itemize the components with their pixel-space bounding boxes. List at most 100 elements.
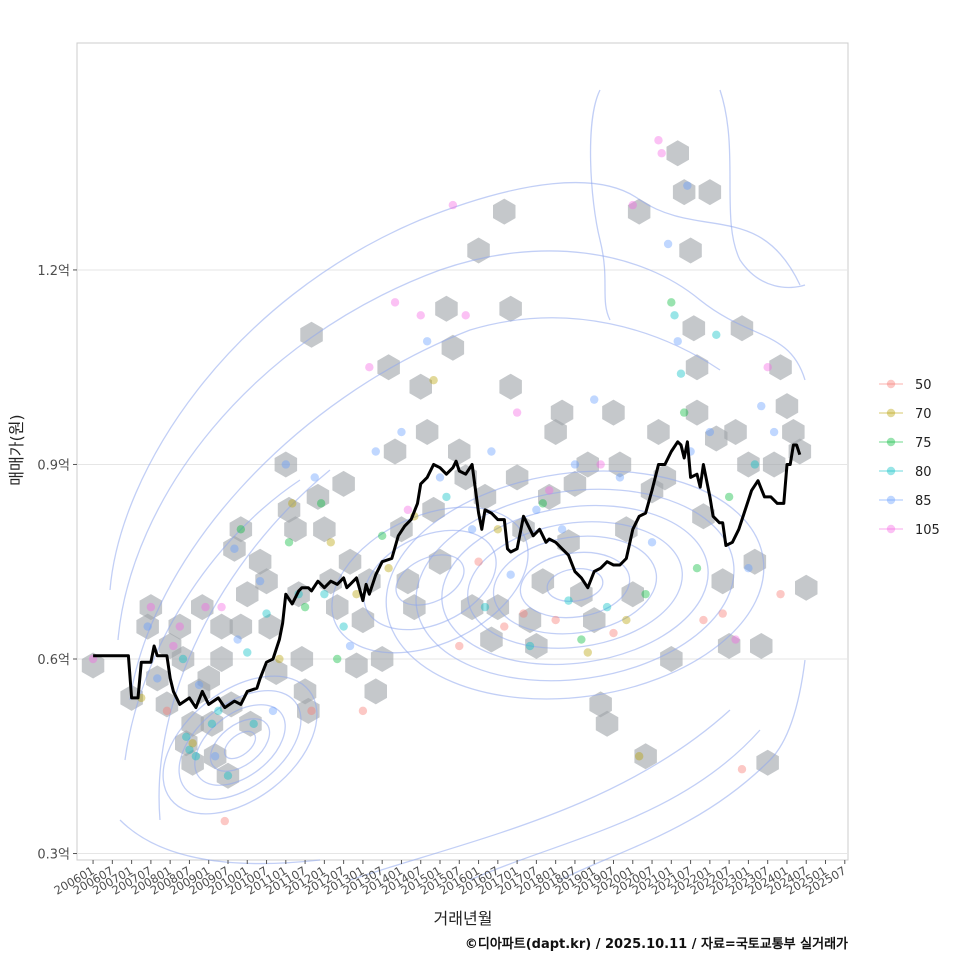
hexbin-cell xyxy=(200,710,224,737)
data-point xyxy=(519,609,528,618)
hexbin-cell xyxy=(216,762,240,789)
data-point xyxy=(143,622,152,631)
hexbin-cell xyxy=(750,633,773,659)
data-point xyxy=(275,654,284,664)
hexbin-cell xyxy=(589,691,612,718)
hexbin-cell xyxy=(666,140,689,167)
hexbin-cell xyxy=(364,678,387,705)
density-contour xyxy=(385,470,765,700)
data-point xyxy=(320,589,329,599)
hexbin-cell xyxy=(795,574,818,601)
data-point xyxy=(371,447,380,456)
hexbin-cell xyxy=(493,198,516,225)
y-tick-label: 0.6억 xyxy=(37,653,70,668)
hexbin-cell xyxy=(647,419,670,445)
hexbin-cell xyxy=(621,581,644,608)
legend-label: 80 xyxy=(915,465,932,480)
hexbin-cell xyxy=(168,613,192,640)
data-point xyxy=(377,531,387,540)
density-contour xyxy=(223,730,257,760)
data-point xyxy=(641,589,650,599)
data-point xyxy=(724,492,734,502)
data-point xyxy=(188,739,197,748)
hexbin-cell xyxy=(236,581,259,608)
data-point xyxy=(769,427,779,437)
density-contour xyxy=(117,250,806,641)
density-contour xyxy=(467,521,683,649)
hexbin-cell xyxy=(583,607,606,634)
hexbin-cell xyxy=(595,710,619,737)
data-point xyxy=(207,719,217,729)
hexbin-cell xyxy=(409,373,432,400)
density-contour xyxy=(109,181,801,591)
hexbin-cell xyxy=(197,665,220,692)
data-point xyxy=(596,460,605,469)
data-point xyxy=(182,732,191,742)
hexbin-cell xyxy=(403,594,426,621)
hexbin-cell xyxy=(377,354,400,381)
hexbin-cell xyxy=(422,496,445,523)
legend-key-point xyxy=(886,495,896,505)
hexbin-cell xyxy=(775,393,799,420)
data-point xyxy=(243,648,252,657)
data-point xyxy=(667,298,676,307)
data-point xyxy=(223,771,233,780)
data-point xyxy=(467,525,477,534)
y-axis-title: 매매가(원) xyxy=(7,414,26,485)
data-point xyxy=(712,330,721,339)
data-point xyxy=(220,816,229,826)
hexbin-cell xyxy=(743,548,767,575)
density-contour xyxy=(158,469,331,821)
data-point xyxy=(169,641,178,651)
hexbin-cell xyxy=(239,710,262,737)
data-point xyxy=(268,706,278,716)
hexbin-cell xyxy=(544,419,567,445)
hexbin-cell xyxy=(274,451,298,478)
density-contour xyxy=(178,690,302,800)
data-point xyxy=(397,427,406,437)
density-contour xyxy=(441,504,709,666)
hexbin-cell xyxy=(480,626,503,653)
data-point xyxy=(461,311,470,320)
data-point xyxy=(718,609,727,618)
hexbin-cell xyxy=(255,568,278,595)
hexbin-cell xyxy=(525,633,548,659)
legend-key-point xyxy=(886,524,896,534)
data-point xyxy=(474,557,483,566)
data-point xyxy=(532,505,541,515)
data-point xyxy=(683,181,692,190)
data-point xyxy=(676,369,686,378)
hexbin-cell xyxy=(313,516,336,543)
data-point xyxy=(345,641,355,651)
density-contours xyxy=(109,89,806,881)
hexbin-cell xyxy=(717,633,741,659)
hexbin-cell xyxy=(711,568,734,595)
hexbin-cell xyxy=(210,646,233,672)
data-point xyxy=(210,752,220,761)
density-contour xyxy=(349,709,731,881)
legend-key-point xyxy=(886,466,896,476)
data-point xyxy=(162,706,172,716)
data-point xyxy=(551,615,560,625)
data-point xyxy=(705,427,715,437)
hexbin-cell xyxy=(531,568,555,595)
data-point xyxy=(622,615,631,625)
data-point xyxy=(390,298,400,307)
legend: 50 70 75 80 85 105 xyxy=(879,378,940,538)
hexbin-cell xyxy=(277,496,301,523)
data-point xyxy=(233,635,242,644)
density-contour xyxy=(363,529,497,631)
hexbin-cell xyxy=(730,315,754,342)
density-contour xyxy=(209,718,271,772)
data-point xyxy=(288,499,297,508)
density-contour xyxy=(129,317,721,701)
legend-label: 75 xyxy=(915,436,932,451)
density-contour xyxy=(119,819,321,865)
hexbin-cell xyxy=(679,237,702,264)
hexbin-cell xyxy=(297,697,320,724)
data-point xyxy=(506,570,515,579)
data-point xyxy=(628,200,637,210)
hexbin-cell xyxy=(181,749,204,776)
y-tick-label: 0.9억 xyxy=(37,458,70,473)
data-point xyxy=(185,745,194,754)
